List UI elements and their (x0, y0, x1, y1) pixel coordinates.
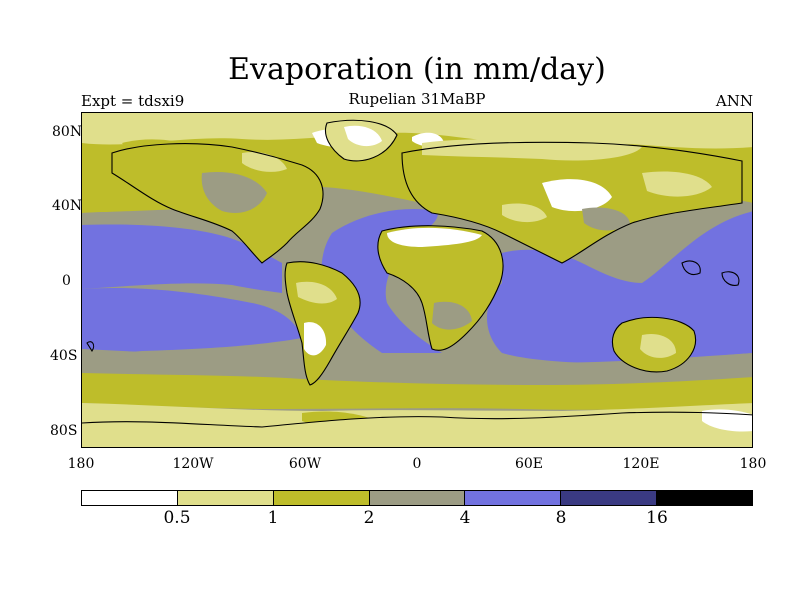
colorbar-label-16: 16 (646, 508, 668, 528)
colorbar-label-2: 2 (363, 508, 375, 528)
lon-tick-180e: 180 (739, 456, 767, 472)
colorbar-bin-5 (561, 491, 658, 505)
lat-tick-80s: 80S (50, 423, 78, 439)
colorbar-bin-6 (657, 491, 753, 505)
colorbar-label-0.5: 0.5 (163, 508, 191, 528)
colorbar-label-4: 4 (459, 508, 471, 528)
lon-tick-120w: 120W (172, 456, 214, 472)
lat-tick-80n: 80N (52, 124, 83, 140)
map-title: Evaporation (in mm/day) (228, 52, 606, 87)
colorbar-bin-0 (82, 491, 178, 505)
lat-tick-40s: 40S (50, 348, 78, 364)
lon-tick-0: 0 (412, 456, 422, 472)
colorbar-label-8: 8 (555, 508, 567, 528)
colorbar-bin-2 (273, 491, 370, 505)
colorbar-bin-1 (177, 491, 274, 505)
colorbar-bin-4 (465, 491, 562, 505)
map-subtitle: Rupelian 31MaBP (348, 90, 486, 108)
lon-tick-60e: 60E (514, 456, 544, 472)
season-label: ANN (715, 92, 753, 110)
lon-tick-120e: 120E (622, 456, 660, 472)
map-field (82, 113, 752, 447)
lat-tick-40n: 40N (52, 198, 83, 214)
evaporation-map (81, 112, 753, 448)
lon-tick-60w: 60W (288, 456, 322, 472)
lat-tick-0: 0 (62, 273, 71, 289)
experiment-label: Expt = tdsxi9 (81, 92, 185, 110)
colorbar-bin-3 (369, 491, 466, 505)
colorbar-label-1: 1 (267, 508, 279, 528)
lon-tick-180w: 180 (67, 456, 95, 472)
colorbar (81, 490, 753, 506)
